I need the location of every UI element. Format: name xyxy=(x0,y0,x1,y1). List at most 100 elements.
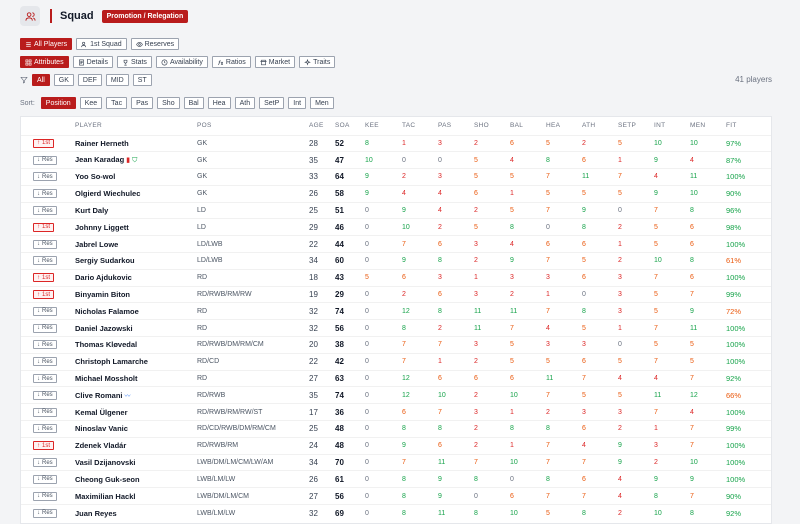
tab-market[interactable]: Market xyxy=(254,56,296,68)
player-name[interactable]: Nicholas Falamoe xyxy=(75,306,139,316)
squad-badge[interactable]: ↓ Res xyxy=(33,189,57,199)
table-row[interactable]: ↓ Res Juan Reyes LWB/LM/LW 32 69 0 8 11 8 10 5 8 2 10 8… xyxy=(21,504,771,522)
table-row[interactable]: ↓ Res Thomas Kløvedal RD/RWB/DM/RM/CM 20 38 0 7… xyxy=(21,336,771,354)
filter-mid[interactable]: MID xyxy=(105,74,129,86)
squad-badge[interactable]: ↓ Res xyxy=(33,491,57,501)
col-header-setp[interactable]: SETP xyxy=(618,122,637,130)
table-row[interactable]: ↑ 1st Johnny Liggett LD 29 46 0 10 2 5 8 0 8 2 5 6 98% xyxy=(21,218,771,236)
filter-gk[interactable]: GK xyxy=(53,74,74,86)
sort-pas[interactable]: Pas xyxy=(131,97,154,109)
squad-badge[interactable]: ↓ Res xyxy=(33,424,57,434)
table-row[interactable]: ↓ Res Maximilian Hackl LWB/DM/LM/CM 27 56 0 8 9 0… xyxy=(21,487,771,505)
player-name[interactable]: Vasil Dzijanovski xyxy=(75,458,136,468)
table-row[interactable]: ↓ Res Sergiy Sudarkou LD/LWB 34 60 0 9 8 2 9 7 5 2 10 8… xyxy=(21,252,771,270)
squad-badge[interactable]: ↓ Res xyxy=(33,323,57,333)
player-name[interactable]: Ninoslav Vanic xyxy=(75,424,128,434)
player-name[interactable]: Binyamin Biton xyxy=(75,290,131,300)
player-name[interactable]: Zdenek Vladár xyxy=(75,441,127,451)
table-row[interactable]: ↓ Res Clive Romani 〰 RD/RWB 35 74 0 12 10 2 10 7 5 5 11… xyxy=(21,386,771,404)
tab-details[interactable]: Details xyxy=(72,56,113,68)
table-row[interactable]: ↑ 1st Binyamin Biton RD/RWB/RM/RW 19 29 0 2 6 3 2 1… xyxy=(21,286,771,303)
player-name[interactable]: Cheong Guk-seon xyxy=(75,474,140,484)
filter-def[interactable]: DEF xyxy=(77,74,102,86)
col-header-age[interactable]: AGE xyxy=(309,122,324,130)
squad-badge[interactable]: ↓ Res xyxy=(33,206,57,216)
col-header-men[interactable]: MEN xyxy=(690,122,706,130)
table-row[interactable]: ↓ Res Yoo So-wol GK 33 64 9 2 3 5 5 7 11 7 4 11 100% xyxy=(21,168,771,186)
table-row[interactable]: ↓ Res Olgierd Wiechulec GK 26 58 9 4 4 6 1 5 5 5 9 10 90… xyxy=(21,185,771,202)
squad-badge[interactable]: ↓ Res xyxy=(33,239,57,249)
player-name[interactable]: Christoph Lamarche xyxy=(75,357,148,367)
squad-badge[interactable]: ↓ Res xyxy=(33,306,57,316)
squad-badge[interactable]: ↑ 1st xyxy=(33,441,55,451)
squad-badge[interactable]: ↓ Res xyxy=(33,374,57,384)
sort-hea[interactable]: Hea xyxy=(207,97,231,109)
sort-int[interactable]: Int xyxy=(288,97,307,109)
player-name[interactable]: Maximilian Hackl xyxy=(75,491,136,501)
table-row[interactable]: ↓ Res Christoph Lamarche RD/CD 22 42 0 7 1 2 5 5 6 5 7… xyxy=(21,353,771,370)
table-row[interactable]: ↑ 1st Rainer Herneth GK 28 52 8 1 3 2 6 5 2 5 10 10 97% xyxy=(21,135,771,152)
player-name[interactable]: Daniel Jazowski xyxy=(75,323,133,333)
table-row[interactable]: ↓ Res Michael Mossholt RD 27 63 0 12 6 6 6 11 7 4 4 7 92… xyxy=(21,370,771,387)
player-name[interactable]: Clive Romani xyxy=(75,390,123,400)
tab-stats[interactable]: Stats xyxy=(116,56,152,68)
player-name[interactable]: Johnny Liggett xyxy=(75,222,129,232)
col-header-hea[interactable]: HEA xyxy=(546,122,561,130)
squad-badge[interactable]: ↓ Res xyxy=(33,458,57,468)
player-name[interactable]: Jabrel Lowe xyxy=(75,239,119,249)
col-header-ath[interactable]: ATH xyxy=(582,122,596,130)
squad-badge[interactable]: ↓ Res xyxy=(33,474,57,484)
tab-all-players[interactable]: All Players xyxy=(20,38,73,50)
filter-st[interactable]: ST xyxy=(132,74,152,86)
squad-badge[interactable]: ↓ Res xyxy=(33,407,57,417)
player-name[interactable]: Juan Reyes xyxy=(75,508,117,518)
tab-availability[interactable]: Availability xyxy=(155,56,208,68)
player-name[interactable]: Jean Karadag xyxy=(75,155,125,165)
squad-badge[interactable]: ↑ 1st xyxy=(33,222,55,232)
tab-reserves[interactable]: Reserves xyxy=(130,38,180,50)
squad-badge[interactable]: ↓ Res xyxy=(33,508,57,518)
player-name[interactable]: Olgierd Wiechulec xyxy=(75,189,141,199)
table-row[interactable]: ↓ Res Cheong Guk-seon LWB/LM/LW 26 61 0 8 9 8 0 8 6 4… xyxy=(21,470,771,488)
squad-badge[interactable]: ↓ Res xyxy=(33,256,57,266)
table-row[interactable]: ↓ Res Jabrel Lowe LD/LWB 22 44 0 7 6 3 4 6 6 1 5 6 100% xyxy=(21,235,771,253)
sort-setp[interactable]: SetP xyxy=(259,97,285,109)
player-name[interactable]: Sergiy Sudarkou xyxy=(75,256,135,266)
tab-attributes[interactable]: Attributes xyxy=(20,56,69,68)
table-row[interactable]: ↓ Res Ninoslav Vanic RD/CD/RWB/DM/RM/CM 25 48… xyxy=(21,420,771,438)
player-name[interactable]: Michael Mossholt xyxy=(75,374,138,384)
player-name[interactable]: Rainer Herneth xyxy=(75,138,129,148)
squad-badge[interactable]: ↓ Res xyxy=(33,155,57,165)
col-header-pos[interactable]: POS xyxy=(197,122,212,130)
col-header-tac[interactable]: TAC xyxy=(402,122,416,130)
player-name[interactable]: Kurt Daly xyxy=(75,206,109,216)
player-name[interactable]: Kemal Ülgener xyxy=(75,407,128,417)
table-row[interactable]: ↓ Res Nicholas Falamoe RD 32 74 0 12 8 11 11 7 8 3 5 9 7… xyxy=(21,302,771,320)
squad-badge[interactable]: ↓ Res xyxy=(33,357,57,367)
squad-badge[interactable]: ↑ 1st xyxy=(33,290,55,300)
player-name[interactable]: Yoo So-wol xyxy=(75,172,116,182)
col-header-player[interactable]: PLAYER xyxy=(75,122,102,130)
col-header-pas[interactable]: PAS xyxy=(438,122,452,130)
filter-all[interactable]: All xyxy=(32,74,50,86)
col-header-soa[interactable]: SOA xyxy=(335,122,350,130)
col-header-fit[interactable]: FIT xyxy=(726,122,737,130)
sort-sho[interactable]: Sho xyxy=(157,97,180,109)
col-header-bal[interactable]: BAL xyxy=(510,122,524,130)
table-row[interactable]: ↓ Res Vasil Dzijanovski LWB/DM/LM/CM/LW/AM 3… xyxy=(21,454,771,471)
sort-bal[interactable]: Bal xyxy=(183,97,204,109)
squad-badge[interactable]: ↓ Res xyxy=(33,390,57,400)
sort-kee[interactable]: Kee xyxy=(79,97,103,109)
squad-badge[interactable]: ↑ 1st xyxy=(33,138,55,148)
table-row[interactable]: ↑ 1st Zdenek Vladár RD/RWB/RM 24 48 0 9 6 2 1 7 4 9 3 7… xyxy=(21,437,771,454)
table-row[interactable]: ↓ Res Kurt Daly LD 25 51 0 9 4 2 5 7 9 0 7 8 96% xyxy=(21,202,771,219)
sort-men[interactable]: Men xyxy=(310,97,334,109)
tab-traits[interactable]: Traits xyxy=(299,56,336,68)
table-row[interactable]: ↑ 1st Dario Ajdukovic RD 18 43 5 6 3 1 3 3 6 3 7 6 100% xyxy=(21,269,771,286)
sort-tac[interactable]: Tac xyxy=(106,97,128,109)
sort-position[interactable]: Position xyxy=(40,97,76,109)
col-header-sho[interactable]: SHO xyxy=(474,122,489,130)
tab-ratios[interactable]: Ratios xyxy=(211,56,251,68)
table-row[interactable]: ↓ Res Kemal Ülgener RD/RWB/RM/RW/ST 17 36 0 6 7 3… xyxy=(21,403,771,421)
squad-badge[interactable]: ↑ 1st xyxy=(33,273,55,283)
